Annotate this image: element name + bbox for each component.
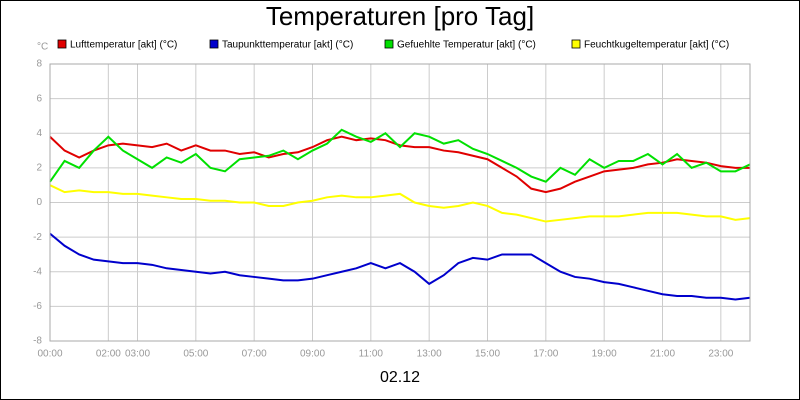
x-tick-label: 23:00	[708, 349, 733, 360]
y-tick-label: -8	[33, 336, 42, 347]
chart-title: Temperaturen [pro Tag]	[266, 1, 534, 31]
series-line	[49, 184, 751, 223]
legend-swatch	[384, 39, 394, 49]
y-tick-label: 2	[36, 163, 42, 174]
series-line	[49, 232, 751, 301]
x-tick-label: 17:00	[533, 349, 558, 360]
x-tick-label: 05:00	[183, 349, 208, 360]
series-line	[49, 128, 751, 183]
x-tick-label: 09:00	[300, 349, 325, 360]
legend-label: Lufttemperatur [akt] (°C)	[70, 40, 177, 51]
x-tick-label: 07:00	[242, 349, 267, 360]
plot-border	[49, 63, 751, 342]
x-tick-label: 15:00	[475, 349, 500, 360]
y-tick-label: -6	[33, 301, 42, 312]
y-tick-label: -4	[33, 266, 42, 277]
x-tick-label: 03:00	[125, 349, 150, 360]
legend-swatch	[209, 39, 219, 49]
x-tick-label: 00:00	[37, 349, 62, 360]
x-tick-label: 11:00	[359, 349, 384, 360]
x-tick-label: 21:00	[650, 349, 675, 360]
legend-swatch	[57, 39, 67, 49]
y-unit: °C	[37, 42, 48, 53]
legend-swatch	[571, 39, 581, 49]
y-tick-label: 4	[36, 128, 42, 139]
x-tick-label: 02:00	[96, 349, 121, 360]
x-label: 02.12	[380, 369, 420, 386]
y-tick-label: 8	[36, 59, 42, 70]
x-tick-label: 13:00	[417, 349, 442, 360]
legend-label: Gefuehlte Temperatur [akt] (°C)	[397, 40, 536, 51]
y-tick-label: 0	[36, 197, 42, 208]
series-line	[49, 135, 750, 194]
x-tick-label: 19:00	[592, 349, 617, 360]
y-tick-label: 6	[36, 93, 42, 104]
legend-label: Taupunkttemperatur [akt] (°C)	[222, 40, 353, 51]
y-tick-label: -2	[33, 232, 42, 243]
legend-label: Feuchtkugeltemperatur [akt] (°C)	[584, 40, 729, 51]
